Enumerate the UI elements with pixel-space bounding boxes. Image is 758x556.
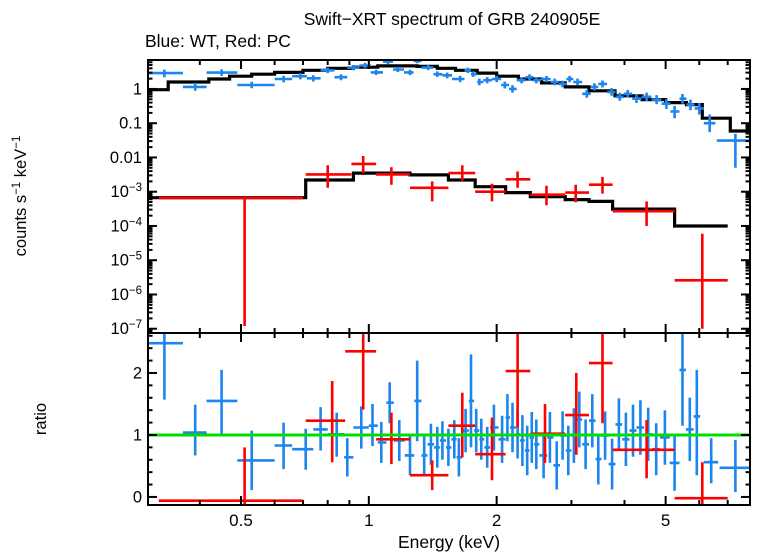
ratio-tick-label-1: 1 xyxy=(133,426,142,444)
chart-title: Swift−XRT spectrum of GRB 240905E xyxy=(304,9,601,29)
x-tick-label-5: 5 xyxy=(661,511,670,530)
y-tick-label: 10−3 xyxy=(111,182,142,201)
wt-data-points xyxy=(148,60,750,168)
y-axis-title: counts s−1 keV−1 xyxy=(11,136,30,257)
y-tick-label: 10−6 xyxy=(111,285,142,304)
x-tick-labels: 0.5 1 2 5 xyxy=(229,511,670,530)
axis-ticks xyxy=(148,59,750,505)
ratio-panel xyxy=(148,333,750,505)
pc-ratio-points xyxy=(158,333,728,505)
chart-subtitle: Blue: WT, Red: PC xyxy=(145,31,291,51)
pc-data-points xyxy=(158,156,728,329)
y-tick-label: 0.01 xyxy=(110,149,142,167)
x-tick-label-1: 1 xyxy=(364,511,373,530)
x-axis-title: Energy (keV) xyxy=(398,532,500,552)
y-tick-label: 10−4 xyxy=(111,216,143,235)
y-tick-label: 1 xyxy=(133,80,142,98)
y-tick-label: 0.1 xyxy=(119,115,142,133)
ratio-tick-label-2: 2 xyxy=(133,364,142,382)
y-tick-label: 10−7 xyxy=(111,319,142,338)
plot-layer: 0.5 1 2 5 1 0.1 0.01 10−3 10−4 10−5 10−6 10−7 0 1 2 xyxy=(110,59,751,530)
x-tick-label-2: 2 xyxy=(492,511,501,530)
y-tick-label: 10−5 xyxy=(111,251,142,270)
wt-ratio-points xyxy=(148,333,750,492)
pc-model-line xyxy=(148,171,728,228)
y-tick-labels: 1 0.1 0.01 10−3 10−4 10−5 10−6 10−7 0 1 2 xyxy=(110,80,143,506)
ratio-axis-title: ratio xyxy=(32,403,50,435)
ratio-tick-label-0: 0 xyxy=(133,488,142,506)
x-tick-label-0.5: 0.5 xyxy=(229,511,253,530)
spectrum-panel xyxy=(148,60,750,329)
